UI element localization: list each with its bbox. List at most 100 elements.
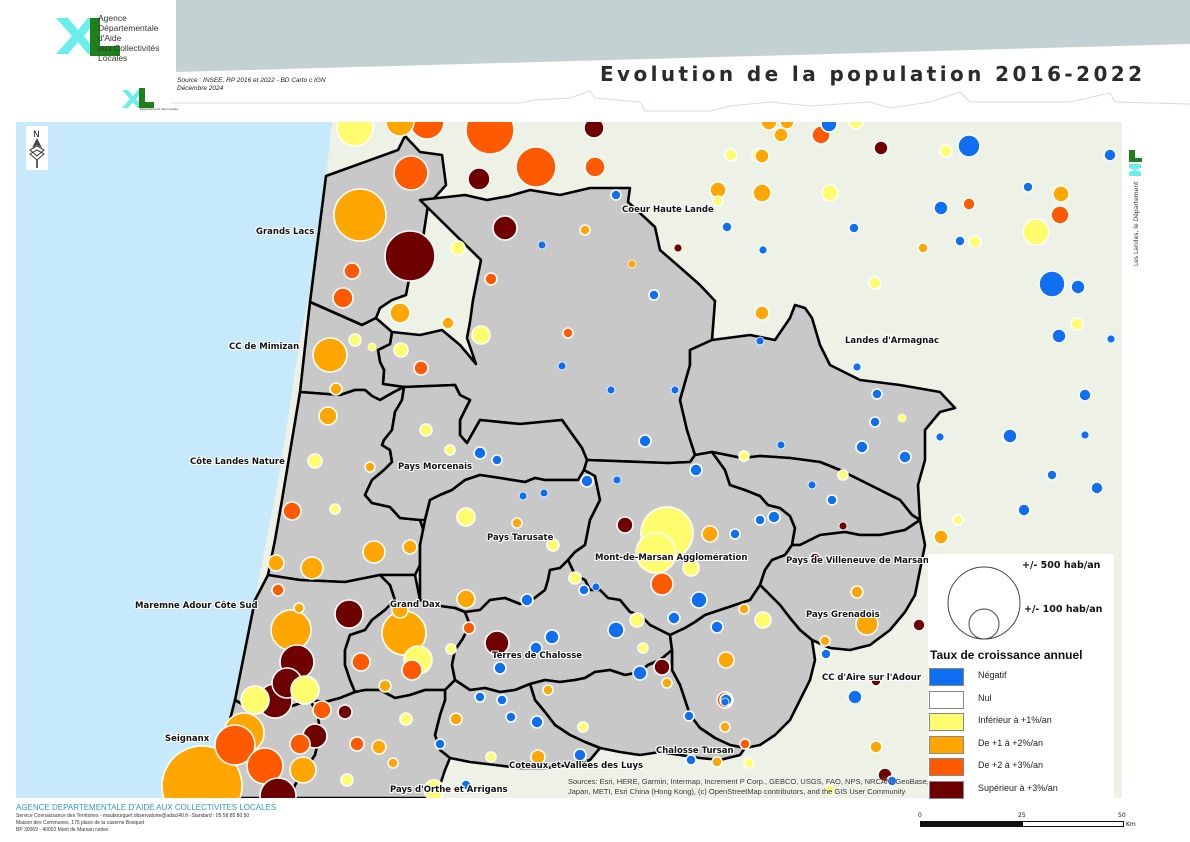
population-circle-negatif xyxy=(957,134,981,158)
legend-label: De +1 à +2%/an xyxy=(978,737,1044,748)
population-circle-de-2-a-3 xyxy=(393,155,429,191)
population-circle-de-2-a-3 xyxy=(484,272,498,286)
population-circle-negatif xyxy=(1090,481,1104,495)
population-circle-de-1-a-2 xyxy=(385,122,415,137)
size-label-small: +/- 100 hab/an xyxy=(1024,604,1103,615)
population-circle-de-2-a-3 xyxy=(289,733,311,755)
population-circle-de-1-a-2 xyxy=(289,756,317,784)
population-circle-superieur-3 xyxy=(334,599,364,629)
population-circle-negatif xyxy=(710,620,724,634)
population-circle-inferieur-1 xyxy=(939,144,953,158)
population-circle-negatif xyxy=(1022,181,1034,193)
source-line: Source : INSEE, RP 2016 et 2022 - BD Car… xyxy=(177,77,326,84)
population-circle-negatif xyxy=(820,648,832,660)
population-circle-negatif xyxy=(1080,430,1090,440)
population-circles xyxy=(161,122,1117,798)
population-circle-negatif xyxy=(537,240,547,250)
population-circle-inferieur-1 xyxy=(743,757,755,769)
population-circle-superieur-3 xyxy=(467,167,491,191)
population-circle-de-1-a-2 xyxy=(270,609,312,651)
population-circle-negatif xyxy=(721,221,733,233)
population-circle-negatif xyxy=(1078,388,1092,402)
population-circle-de-2-a-3 xyxy=(312,700,332,720)
population-circle-negatif xyxy=(871,388,883,400)
population-circle-de-2-a-3 xyxy=(462,621,476,635)
population-circle-inferieur-1 xyxy=(897,413,907,423)
territory-label: Grands Lacs xyxy=(256,227,315,237)
population-circle-de-1-a-2 xyxy=(542,684,554,696)
population-circle-de-2-a-3 xyxy=(401,659,423,681)
legend-row: Nul xyxy=(928,689,1114,711)
population-circle-negatif xyxy=(807,480,817,490)
population-circle-inferieur-1 xyxy=(367,342,377,352)
population-circle-inferieur-1 xyxy=(399,712,413,726)
footer-line: BP 30069 - 40002 Mont de Marsan cedex xyxy=(16,827,109,833)
population-circle-de-1-a-2 xyxy=(752,183,772,203)
population-circle-de-1-a-2 xyxy=(779,122,795,130)
population-circle-superieur-3 xyxy=(384,230,436,282)
territory-label: Coteaux et Vallées des Luys xyxy=(509,761,644,771)
legend-title: Taux de croissance annuel xyxy=(930,648,1083,662)
population-circle-negatif xyxy=(460,779,472,791)
population-circle-de-2-a-3 xyxy=(214,724,256,766)
population-circle-de-1-a-2 xyxy=(293,602,305,614)
legend-row: Supérieur à +3%/an xyxy=(928,779,1114,801)
population-circle-de-1-a-2 xyxy=(387,757,399,769)
legend-swatch xyxy=(929,758,964,776)
size-label-large: +/- 500 hab/an xyxy=(1022,560,1101,571)
territory-label: Landes d'Armagnac xyxy=(845,336,940,346)
scale-tick: 50 xyxy=(1118,812,1126,819)
population-circle-de-1-a-2 xyxy=(333,188,387,242)
population-circle-negatif xyxy=(632,665,648,681)
population-circle-inferieur-1 xyxy=(348,333,362,347)
population-circle-de-1-a-2 xyxy=(456,589,476,609)
map-canvas[interactable] xyxy=(16,122,1122,798)
population-circle-negatif xyxy=(869,416,881,428)
population-circle-de-1-a-2 xyxy=(267,554,285,572)
population-circle-inferieur-1 xyxy=(1022,218,1050,246)
population-circle-superieur-3 xyxy=(337,704,353,720)
population-circle-negatif xyxy=(578,584,590,596)
population-circle-inferieur-1 xyxy=(824,784,836,796)
population-circle-negatif xyxy=(1106,334,1116,344)
logo-line: Locales xyxy=(98,53,128,63)
population-circle-negatif xyxy=(776,440,786,450)
territory-label: Grand Dax xyxy=(390,600,441,610)
population-circle-inferieur-1 xyxy=(329,503,341,515)
population-circle-negatif xyxy=(826,494,838,506)
population-circle-negatif xyxy=(557,361,567,371)
population-circle-inferieur-1 xyxy=(393,342,409,358)
population-circle-negatif xyxy=(670,385,680,395)
agency-logo xyxy=(56,18,120,56)
population-circle-negatif xyxy=(848,222,860,234)
population-circle-inferieur-1 xyxy=(848,122,864,130)
population-circle-inferieur-1 xyxy=(712,195,724,207)
side-brand-text: Les Landes, le Département xyxy=(1133,181,1140,266)
side-brand-logo: Les Landes, le Département xyxy=(1129,150,1142,266)
population-circle-negatif xyxy=(690,591,708,609)
population-circle-de-2-a-3 xyxy=(739,738,751,750)
population-circle-negatif xyxy=(758,245,768,255)
territory-label: Pays Grenadois xyxy=(806,610,880,620)
population-circle-de-1-a-2 xyxy=(760,122,778,131)
population-circle-inferieur-1 xyxy=(240,685,270,715)
population-circle-de-2-a-3 xyxy=(343,262,361,280)
population-circle-negatif xyxy=(755,336,765,346)
population-circle-negatif xyxy=(505,711,517,723)
population-circle-inferieur-1 xyxy=(868,276,882,290)
population-circle-negatif xyxy=(767,510,781,524)
population-circle-de-1-a-2 xyxy=(754,148,770,164)
legend-row: Inférieur à +1%/an xyxy=(928,711,1114,733)
population-circle-negatif xyxy=(1051,328,1067,344)
header-band xyxy=(176,0,1190,72)
territory-label: CC d'Aire sur l'Adour xyxy=(822,673,922,683)
population-circle-de-1-a-2 xyxy=(850,585,864,599)
population-circle-inferieur-1 xyxy=(419,423,433,437)
population-circle-negatif xyxy=(1017,503,1031,517)
legend-label: De +2 à +3%/an xyxy=(978,760,1044,770)
population-circle-superieur-3 xyxy=(809,552,821,564)
population-circle-inferieur-1 xyxy=(546,538,560,552)
population-circle-superieur-3 xyxy=(838,521,848,531)
map-frame[interactable] xyxy=(16,122,1122,798)
population-circle-negatif xyxy=(518,491,528,501)
